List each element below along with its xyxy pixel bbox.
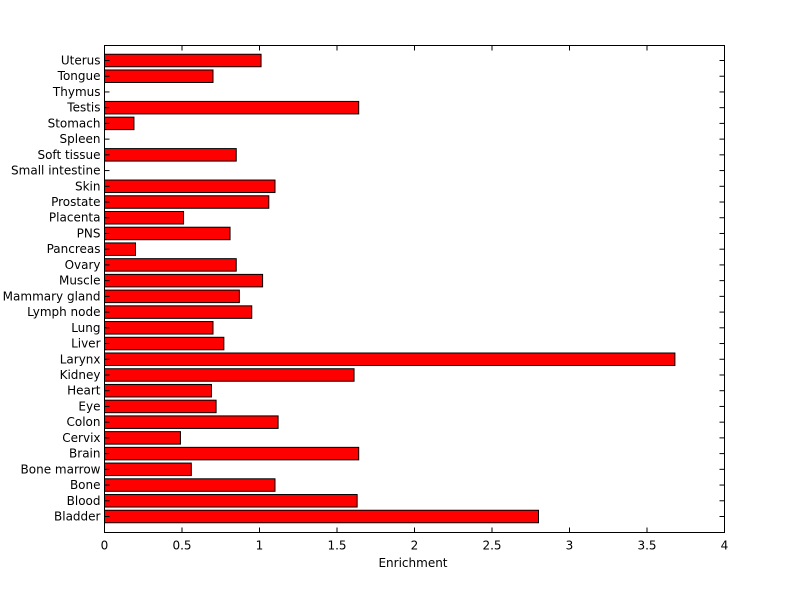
y-tick-label: Colon bbox=[66, 415, 100, 429]
bar-larynx bbox=[104, 352, 676, 367]
x-tick-label: 3.5 bbox=[637, 539, 656, 553]
y-tick-label: Liver bbox=[71, 337, 101, 351]
y-tick-label: Cervix bbox=[62, 431, 100, 445]
y-tick-label: Uterus bbox=[61, 54, 101, 68]
bar-pns bbox=[104, 226, 231, 241]
y-tick-label: Spleen bbox=[60, 132, 101, 146]
y-tick-label: Bladder bbox=[54, 510, 101, 524]
y-tick-label: Brain bbox=[69, 447, 100, 461]
y-tick-label: Muscle bbox=[59, 274, 101, 288]
y-tick-label: Testis bbox=[66, 101, 100, 115]
bar-cervix bbox=[104, 431, 181, 445]
x-tick-label: 1.5 bbox=[327, 539, 346, 553]
y-tick-label: Mammary gland bbox=[3, 289, 101, 303]
y-tick-label: Bone marrow bbox=[21, 462, 101, 476]
bar-ovary bbox=[104, 258, 237, 272]
y-tick-label: PNS bbox=[77, 226, 101, 240]
x-tick-label: 0.5 bbox=[172, 539, 191, 553]
y-tick-label: Ovary bbox=[65, 258, 101, 272]
y-tick-label: Lung bbox=[71, 321, 100, 335]
bar-muscle bbox=[104, 273, 264, 288]
y-tick-label: Soft tissue bbox=[37, 148, 100, 162]
bar-lymph-node bbox=[104, 305, 253, 319]
y-tick-label: Larynx bbox=[60, 352, 101, 366]
bar-blood bbox=[104, 494, 358, 508]
x-tick-label: 2.5 bbox=[482, 539, 501, 553]
bar-colon bbox=[104, 415, 279, 429]
bar-liver bbox=[104, 336, 225, 351]
bar-bone bbox=[104, 478, 276, 492]
bar-placenta bbox=[104, 210, 185, 225]
bar-skin bbox=[104, 179, 276, 194]
bar-eye bbox=[104, 399, 217, 414]
x-tick-label: 3 bbox=[566, 539, 574, 553]
bar-brain bbox=[104, 446, 360, 461]
x-axis-label: Enrichment bbox=[378, 556, 447, 570]
bar-tongue bbox=[104, 69, 214, 83]
bar-uterus bbox=[104, 53, 262, 68]
bar-bone-marrow bbox=[104, 462, 192, 477]
x-tick-label: 0 bbox=[101, 539, 109, 553]
x-tick-label: 4 bbox=[721, 539, 729, 553]
bar-kidney bbox=[104, 368, 355, 382]
bars-group bbox=[104, 53, 676, 524]
y-tick-label: Skin bbox=[75, 179, 101, 193]
bar-soft-tissue bbox=[104, 148, 237, 162]
y-tick-label: Small intestine bbox=[11, 164, 100, 178]
bar-heart bbox=[104, 383, 212, 398]
x-ticks-group: 0 0.5 1 1.5 2 2.5 3 3.5 4 bbox=[101, 45, 729, 553]
bar-bladder bbox=[104, 509, 539, 524]
y-tick-label: Bone bbox=[70, 478, 101, 492]
y-tick-label: Placenta bbox=[49, 211, 101, 225]
bar-lung bbox=[104, 321, 214, 335]
y-tick-label: Heart bbox=[67, 384, 101, 398]
plot-frame bbox=[104, 45, 725, 533]
bar-testis bbox=[104, 100, 360, 115]
bar-prostate bbox=[104, 195, 270, 209]
x-tick-label: 1 bbox=[256, 539, 264, 553]
y-tick-label: Kidney bbox=[60, 368, 101, 382]
y-tick-label: Thymus bbox=[52, 85, 101, 99]
y-tick-label: Lymph node bbox=[27, 305, 100, 319]
x-tick-label: 2 bbox=[411, 539, 419, 553]
y-tick-label: Blood bbox=[67, 494, 101, 508]
bar-mammary-gland bbox=[104, 289, 240, 304]
y-tick-label: Stomach bbox=[48, 116, 101, 130]
y-tick-label: Tongue bbox=[57, 69, 101, 83]
y-tick-label: Eye bbox=[78, 399, 100, 413]
y-tick-label: Prostate bbox=[51, 195, 100, 209]
y-tick-label: Pancreas bbox=[47, 242, 101, 256]
